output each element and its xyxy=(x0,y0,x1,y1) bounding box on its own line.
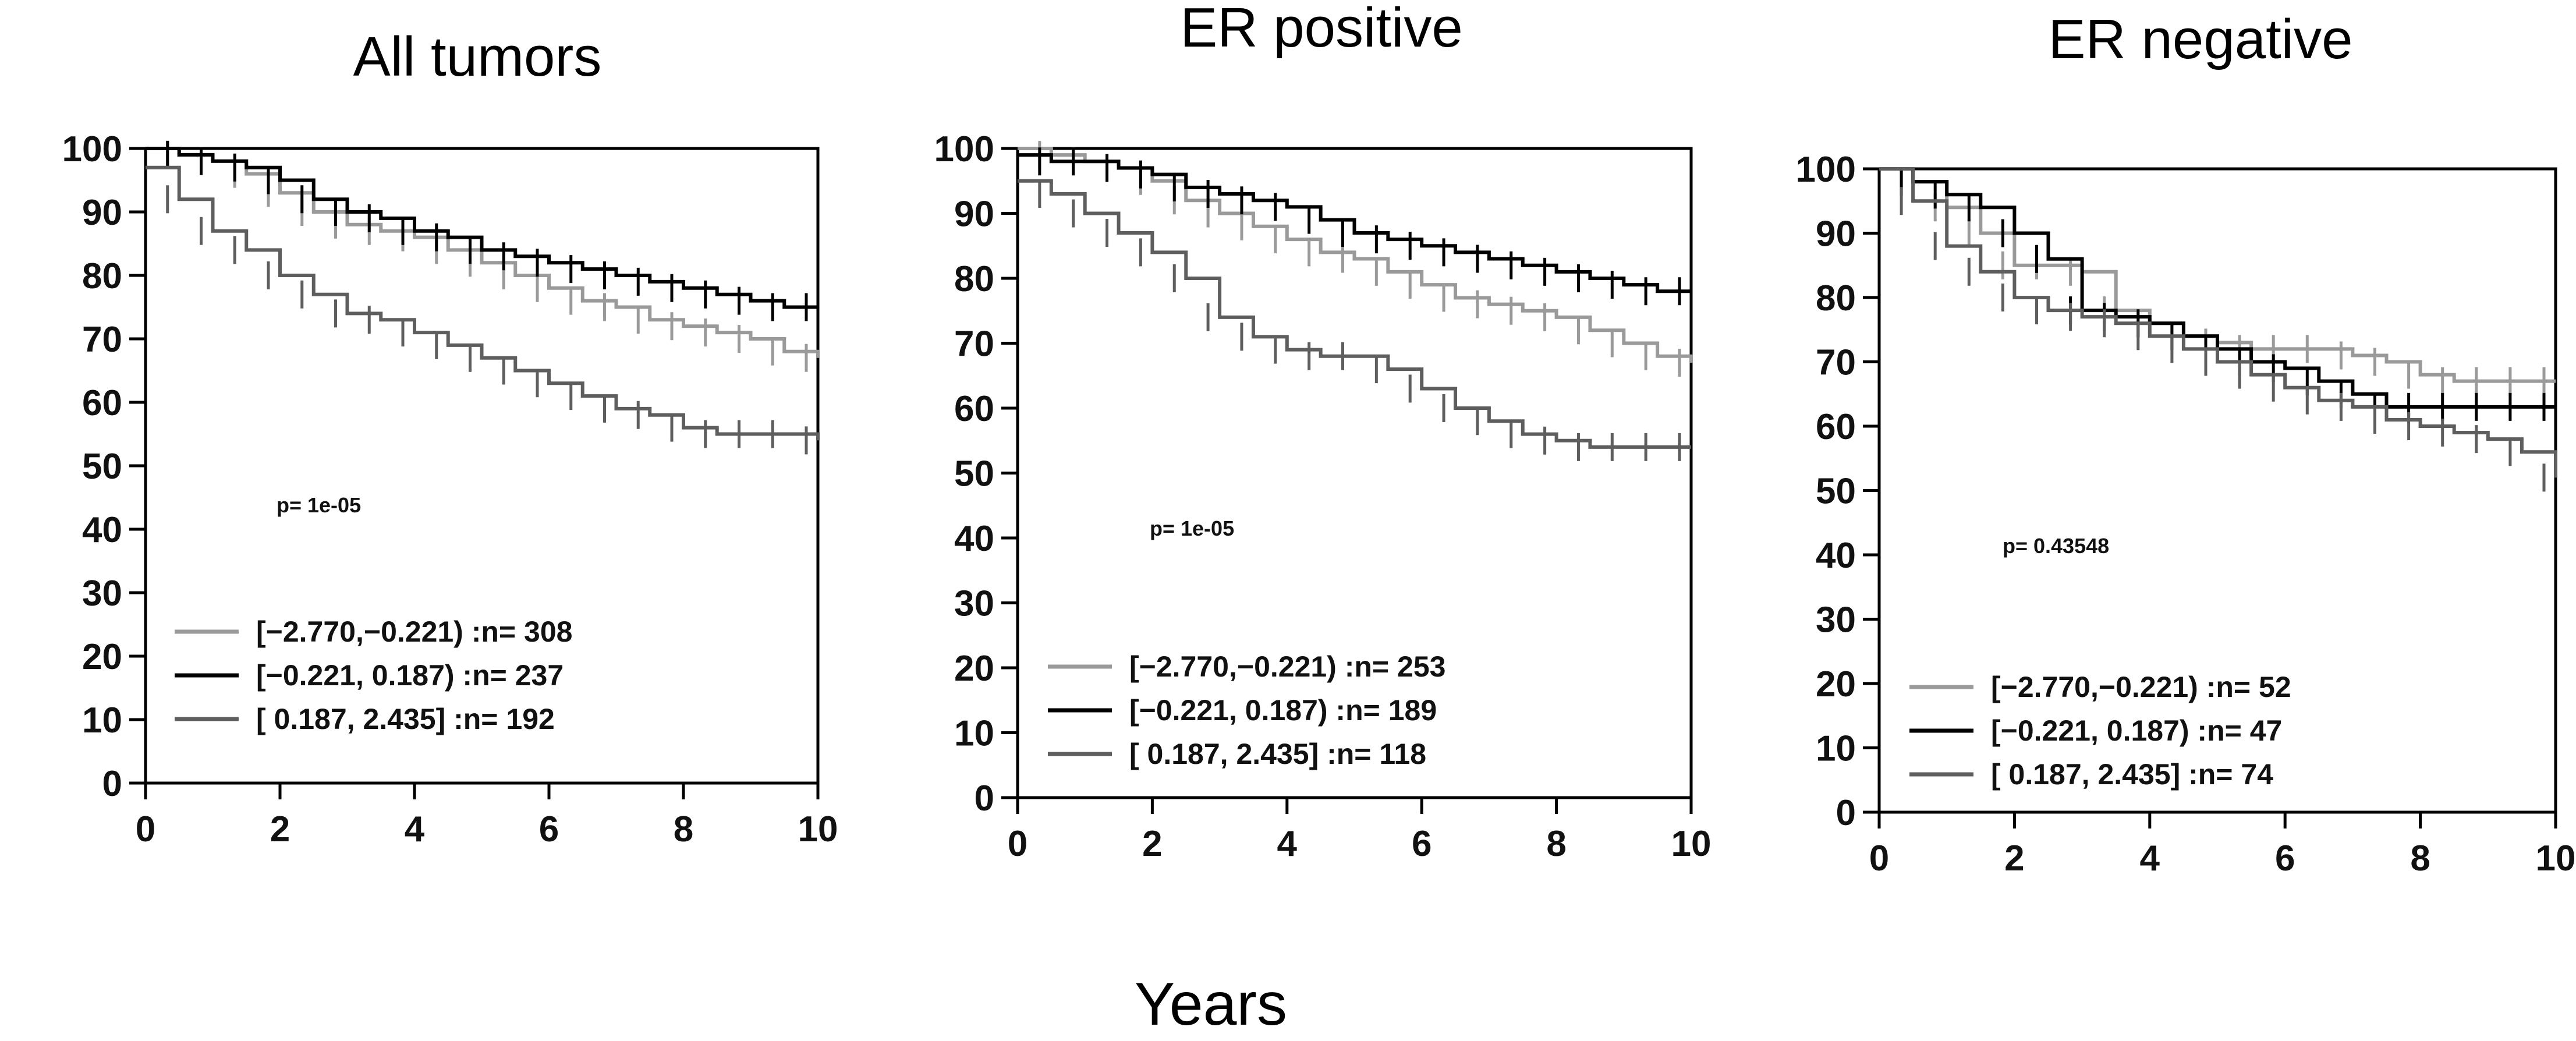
y-tick-label: 80 xyxy=(82,256,122,296)
y-tick-label: 0 xyxy=(102,764,122,804)
panel-title: All tumors xyxy=(353,26,602,88)
y-tick-label: 20 xyxy=(1816,664,1856,704)
x-tick-label: 4 xyxy=(405,809,425,849)
series-line-1 xyxy=(1018,147,1693,363)
x-tick-label: 0 xyxy=(136,809,155,849)
y-tick-label: 80 xyxy=(954,259,994,299)
y-tick-label: 30 xyxy=(82,573,122,614)
legend-label: [−0.221, 0.187) :n= 47 xyxy=(1991,714,2282,747)
panel-title: ER negative xyxy=(2049,8,2353,70)
y-tick-label: 30 xyxy=(954,584,994,624)
y-tick-label: 10 xyxy=(954,714,994,754)
y-tick-label: 70 xyxy=(82,320,122,360)
y-tick-label: 50 xyxy=(82,447,122,487)
x-tick-label: 10 xyxy=(1671,824,1712,864)
y-tick-label: 100 xyxy=(1796,150,1856,190)
legend-label: [ 0.187, 2.435] :n= 74 xyxy=(1991,758,2273,791)
y-tick-label: 20 xyxy=(82,637,122,677)
p-value-label: p= 0.43548 xyxy=(2003,534,2109,558)
y-tick-label: 10 xyxy=(1816,729,1856,769)
legend-label: [−2.770,−0.221) :n= 308 xyxy=(256,615,572,648)
y-tick-label: 80 xyxy=(1816,278,1856,318)
x-tick-label: 4 xyxy=(2140,838,2160,879)
series-line-3 xyxy=(1018,179,1691,449)
y-tick-label: 30 xyxy=(1816,600,1856,640)
y-tick-label: 60 xyxy=(82,383,122,423)
x-tick-label: 0 xyxy=(1008,824,1027,864)
series-line-1 xyxy=(146,147,820,358)
y-tick-label: 10 xyxy=(82,700,122,741)
series-line-3 xyxy=(146,165,820,441)
panel-2: ER positive 0 10 20 30 40 50 60 70 80 90 100 0 2 4 6 8 10… xyxy=(934,0,1712,864)
y-tick-label: 20 xyxy=(954,649,994,689)
y-tick-label: 40 xyxy=(82,510,122,550)
legend-label: [−0.221, 0.187) :n= 189 xyxy=(1129,694,1437,727)
x-tick-label: 2 xyxy=(270,809,290,849)
series-line-3 xyxy=(1879,167,2557,478)
y-tick-label: 0 xyxy=(975,778,994,819)
y-tick-label: 60 xyxy=(1816,407,1856,447)
y-tick-label: 90 xyxy=(82,193,122,233)
x-tick-label: 10 xyxy=(2536,838,2576,879)
y-tick-label: 70 xyxy=(1816,343,1856,383)
x-tick-label: 0 xyxy=(1869,838,1889,879)
x-tick-label: 6 xyxy=(1412,824,1431,864)
x-tick-label: 6 xyxy=(2275,838,2295,879)
y-tick-label: 40 xyxy=(954,519,994,559)
x-tick-label: 8 xyxy=(2410,838,2430,879)
figure-x-axis-label: Years xyxy=(1135,971,1287,1038)
panel-1: All tumors 0 10 20 30 40 50 60 70 80 90 100 0 2 4 6 8 10 p… xyxy=(62,26,838,849)
y-tick-label: 40 xyxy=(1816,536,1856,576)
series-line-2 xyxy=(146,147,818,309)
panel-3: ER negative 0 10 20 30 40 50 60 70 80 90 100 0 2 4 6 8 10… xyxy=(1796,8,2576,879)
x-tick-label: 8 xyxy=(674,809,693,849)
p-value-label: p= 1e-05 xyxy=(277,493,361,517)
y-tick-label: 100 xyxy=(62,129,122,169)
y-tick-label: 50 xyxy=(1816,472,1856,512)
x-tick-label: 2 xyxy=(2004,838,2024,879)
x-tick-label: 4 xyxy=(1277,824,1298,864)
y-tick-label: 90 xyxy=(954,194,994,235)
x-tick-label: 8 xyxy=(1546,824,1566,864)
legend-label: [−2.770,−0.221) :n= 253 xyxy=(1129,650,1445,683)
legend-label: [−0.221, 0.187) :n= 237 xyxy=(256,659,564,692)
legend-label: [ 0.187, 2.435] :n= 118 xyxy=(1129,738,1426,770)
series-line-2 xyxy=(1879,167,2556,409)
panel-title: ER positive xyxy=(1180,0,1463,59)
y-tick-label: 0 xyxy=(1836,793,1856,833)
y-tick-label: 70 xyxy=(954,324,994,364)
y-tick-label: 90 xyxy=(1816,214,1856,254)
y-tick-label: 60 xyxy=(954,389,994,429)
y-tick-label: 50 xyxy=(954,454,994,494)
legend-label: [ 0.187, 2.435] :n= 192 xyxy=(256,703,555,735)
legend-label: [−2.770,−0.221) :n= 52 xyxy=(1991,671,2291,703)
x-tick-label: 2 xyxy=(1142,824,1162,864)
p-value-label: p= 1e-05 xyxy=(1150,516,1234,540)
x-tick-label: 6 xyxy=(539,809,559,849)
y-tick-label: 100 xyxy=(934,129,994,169)
x-tick-label: 10 xyxy=(798,809,838,849)
